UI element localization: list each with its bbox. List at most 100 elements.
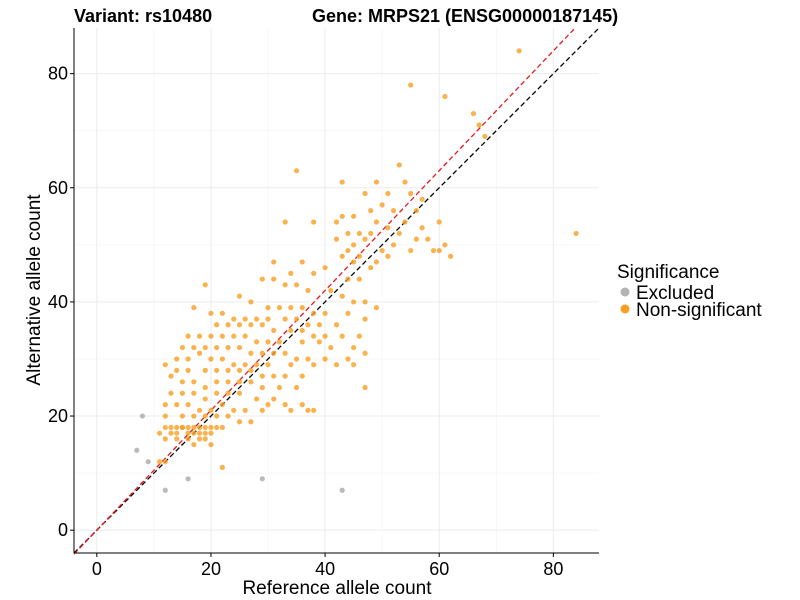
point-non-significant bbox=[271, 373, 277, 379]
point-excluded bbox=[185, 476, 191, 482]
point-non-significant bbox=[191, 390, 197, 396]
point-non-significant bbox=[196, 424, 203, 431]
point-non-significant bbox=[430, 247, 437, 254]
point-non-significant bbox=[196, 430, 203, 436]
point-non-significant bbox=[254, 316, 260, 322]
point-non-significant bbox=[248, 299, 254, 305]
point-non-significant bbox=[248, 419, 254, 425]
point-non-significant bbox=[259, 373, 265, 379]
point-non-significant bbox=[385, 190, 391, 197]
point-non-significant bbox=[219, 356, 225, 362]
point-non-significant bbox=[191, 344, 197, 351]
point-non-significant bbox=[179, 379, 186, 385]
point-non-significant bbox=[185, 430, 191, 436]
point-non-significant bbox=[476, 122, 482, 128]
point-non-significant bbox=[351, 242, 357, 248]
point-non-significant bbox=[219, 402, 225, 408]
point-non-significant bbox=[276, 305, 283, 311]
point-excluded bbox=[162, 487, 168, 493]
point-non-significant bbox=[299, 373, 305, 379]
point-non-significant bbox=[362, 190, 368, 197]
point-non-significant bbox=[214, 367, 220, 373]
point-non-significant bbox=[208, 424, 214, 431]
point-non-significant bbox=[202, 282, 208, 288]
point-non-significant bbox=[362, 350, 368, 356]
point-non-significant bbox=[293, 384, 300, 391]
point-non-significant bbox=[573, 230, 579, 237]
point-non-significant bbox=[293, 316, 300, 322]
point-non-significant bbox=[202, 396, 208, 402]
y-tick-label: 0 bbox=[58, 520, 68, 540]
point-non-significant bbox=[413, 208, 419, 214]
point-non-significant bbox=[379, 202, 385, 208]
legend-swatch-non-significant bbox=[620, 304, 630, 314]
point-non-significant bbox=[436, 247, 442, 254]
point-non-significant bbox=[316, 322, 322, 328]
legend: Significance Excluded Non-significant bbox=[617, 262, 762, 321]
point-non-significant bbox=[225, 367, 231, 373]
point-non-significant bbox=[351, 213, 357, 219]
x-tick-label: 80 bbox=[543, 559, 563, 579]
point-non-significant bbox=[373, 305, 380, 311]
point-non-significant bbox=[293, 356, 300, 362]
point-non-significant bbox=[339, 333, 345, 339]
point-non-significant bbox=[299, 402, 305, 408]
point-non-significant bbox=[168, 390, 174, 396]
point-non-significant bbox=[196, 407, 203, 413]
point-non-significant bbox=[265, 316, 271, 322]
point-non-significant bbox=[162, 362, 168, 368]
point-non-significant bbox=[168, 373, 174, 379]
point-non-significant bbox=[362, 299, 368, 305]
point-non-significant bbox=[236, 379, 243, 385]
point-non-significant bbox=[351, 362, 357, 368]
point-non-significant bbox=[448, 253, 454, 259]
point-non-significant bbox=[351, 259, 357, 265]
point-non-significant bbox=[362, 236, 368, 242]
point-non-significant bbox=[242, 407, 248, 413]
point-non-significant bbox=[162, 459, 168, 465]
point-non-significant bbox=[231, 407, 237, 413]
point-excluded bbox=[139, 413, 146, 419]
point-non-significant bbox=[174, 402, 180, 408]
x-axis-ticks: 0 20 40 60 80 bbox=[92, 553, 563, 579]
point-non-significant bbox=[208, 441, 214, 448]
point-non-significant bbox=[265, 402, 271, 408]
point-non-significant bbox=[351, 299, 357, 305]
point-non-significant bbox=[231, 316, 237, 322]
point-non-significant bbox=[345, 356, 351, 362]
point-non-significant bbox=[156, 430, 163, 436]
point-non-significant bbox=[288, 270, 294, 276]
legend-title: Significance bbox=[617, 262, 719, 283]
point-non-significant bbox=[293, 168, 300, 174]
point-non-significant bbox=[311, 407, 317, 413]
point-non-significant bbox=[390, 242, 397, 248]
point-non-significant bbox=[299, 305, 305, 311]
point-non-significant bbox=[373, 179, 380, 185]
point-non-significant bbox=[208, 310, 214, 316]
point-non-significant bbox=[248, 379, 254, 385]
point-non-significant bbox=[390, 208, 397, 214]
point-non-significant bbox=[333, 322, 340, 328]
point-non-significant bbox=[419, 196, 425, 202]
point-non-significant bbox=[196, 350, 203, 356]
point-non-significant bbox=[168, 430, 174, 436]
point-non-significant bbox=[282, 373, 288, 379]
point-non-significant bbox=[248, 322, 254, 328]
point-non-significant bbox=[385, 225, 391, 231]
point-non-significant bbox=[299, 339, 305, 345]
point-non-significant bbox=[179, 344, 186, 351]
point-non-significant bbox=[248, 350, 254, 356]
point-non-significant bbox=[254, 362, 260, 368]
point-non-significant bbox=[271, 259, 277, 265]
point-non-significant bbox=[288, 327, 294, 334]
point-non-significant bbox=[368, 265, 374, 271]
point-non-significant bbox=[225, 413, 231, 419]
point-non-significant bbox=[185, 402, 191, 408]
point-excluded bbox=[134, 447, 140, 453]
point-non-significant bbox=[179, 413, 186, 419]
point-non-significant bbox=[311, 219, 317, 225]
point-non-significant bbox=[225, 322, 231, 328]
point-non-significant bbox=[185, 333, 191, 339]
point-non-significant bbox=[236, 344, 243, 351]
